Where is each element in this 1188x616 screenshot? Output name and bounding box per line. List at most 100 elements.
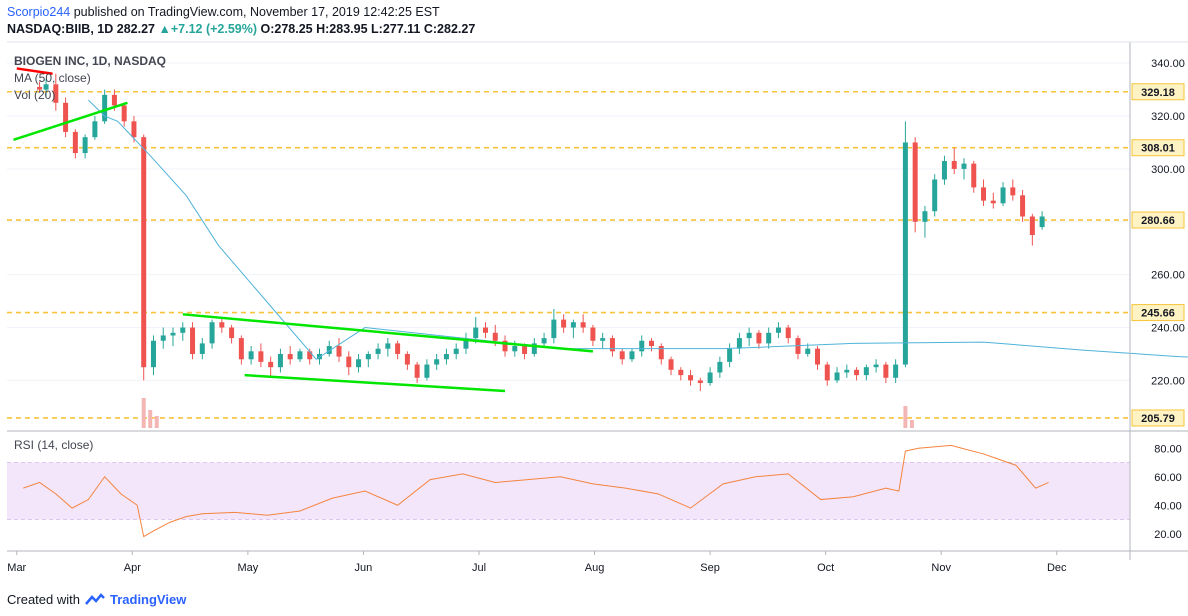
price-tick-label: 320.00 <box>1151 111 1185 123</box>
time-tick-label: Dec <box>1047 562 1067 574</box>
price-tick-label: 240.00 <box>1151 323 1185 335</box>
candle-body <box>43 84 49 90</box>
publish-info: Scorpio244 published on TradingView.com,… <box>7 5 440 19</box>
candle-body <box>37 86 43 90</box>
candle-body <box>639 340 645 352</box>
level-label-box <box>1131 304 1185 322</box>
candle-body <box>219 322 225 328</box>
volume-bars <box>141 398 914 428</box>
rsi-tick-label: 80.00 <box>1154 443 1182 455</box>
author-link[interactable]: Scorpio244 <box>7 5 71 19</box>
trendlines <box>13 67 594 393</box>
volume-bar <box>154 416 159 428</box>
candle-body <box>375 348 381 354</box>
candle-body <box>941 160 947 180</box>
candle-body <box>141 137 147 368</box>
price-levels <box>7 90 1130 419</box>
symbol-line: NASDAQ:BIIB, 1D 282.27 ▲+7.12 (+2.59%) O… <box>7 22 475 36</box>
candle-body <box>873 364 879 368</box>
time-tick-label: Aug <box>585 562 605 574</box>
candle-body <box>522 346 528 354</box>
level-label-box <box>1131 139 1185 157</box>
volume-bar <box>909 420 914 428</box>
candle-body <box>609 338 615 352</box>
candle-body <box>551 319 557 339</box>
candle-body <box>756 332 762 344</box>
time-tick-label: Apr <box>124 562 141 574</box>
candle-body <box>512 346 518 352</box>
candle-body <box>238 338 244 360</box>
candle-body <box>854 369 860 376</box>
time-tick-label: Oct <box>817 562 834 574</box>
rsi-band <box>7 462 1130 520</box>
candle-body <box>775 327 781 333</box>
candle-body <box>815 348 821 365</box>
candle-body <box>287 353 293 360</box>
candle-body <box>766 332 772 344</box>
time-axis: Mar Apr May Jun Jul Aug Sep Oct Nov Dec <box>7 551 1067 574</box>
level-label-box <box>1131 211 1185 229</box>
candle-body <box>1000 187 1006 204</box>
candle-body <box>844 369 850 373</box>
candle-body <box>922 211 928 222</box>
time-tick-label: Mar <box>7 562 26 574</box>
level-label: 205.79 <box>1141 413 1175 425</box>
candle-body <box>834 372 840 381</box>
candle-body <box>92 121 98 138</box>
candle-body <box>590 327 596 341</box>
rsi-axis: 20.00 40.00 60.00 80.00 <box>1154 443 1182 541</box>
candle-body <box>570 322 576 328</box>
candle-body <box>717 361 723 373</box>
candle-body <box>336 346 342 357</box>
time-tick-label: Jun <box>355 562 373 574</box>
axes <box>7 41 1188 560</box>
ma-legend[interactable]: MA (50, close) <box>14 71 91 85</box>
candle-body <box>443 353 449 360</box>
volume-legend[interactable]: Vol (20) <box>14 88 56 102</box>
candle-body <box>863 367 869 376</box>
price-tick-label: 260.00 <box>1151 270 1185 282</box>
high: H:283.95 <box>316 22 368 36</box>
low: L:277.11 <box>371 22 421 36</box>
candle-body <box>111 94 117 106</box>
candle-body <box>932 179 938 212</box>
time-tick-label: Jul <box>472 562 486 574</box>
time-tick-label: May <box>237 562 258 574</box>
price-tick-label: 300.00 <box>1151 164 1185 176</box>
rsi-tick-label: 20.00 <box>1154 529 1182 541</box>
footer-text: Created with <box>7 592 80 607</box>
trendline <box>244 373 506 393</box>
candle-body <box>580 322 586 328</box>
candle-body <box>463 338 469 349</box>
symbol: NASDAQ:BIIB, 1D <box>7 22 114 36</box>
candle-body <box>971 163 977 188</box>
candle-body <box>365 353 371 360</box>
candle-body <box>482 327 488 333</box>
price-tick-label: 220.00 <box>1151 375 1185 387</box>
candle-body <box>102 94 108 122</box>
candle-body <box>688 375 694 381</box>
candle-body <box>1010 187 1016 196</box>
candle-body <box>229 327 235 339</box>
level-label: 280.66 <box>1141 215 1175 227</box>
candle-body <box>629 351 635 360</box>
candle-body <box>961 163 967 169</box>
candlesticks <box>37 73 1045 391</box>
level-label-box <box>1131 409 1185 427</box>
rsi-legend[interactable]: RSI (14, close) <box>14 438 94 452</box>
time-tick-label: Nov <box>931 562 951 574</box>
close: C:282.27 <box>423 22 476 36</box>
candle-body <box>619 351 625 360</box>
tradingview-brand[interactable]: TradingView <box>109 592 187 607</box>
candle-body <box>453 348 459 354</box>
candle-body <box>160 335 166 341</box>
candle-body <box>531 343 537 354</box>
volume-bar <box>141 398 146 428</box>
candle-body <box>697 380 703 384</box>
candle-body <box>190 327 196 354</box>
level-label: 245.66 <box>1141 308 1175 320</box>
candle-body <box>473 327 479 339</box>
price-tick-label: 340.00 <box>1151 58 1185 70</box>
candle-body <box>981 187 987 201</box>
